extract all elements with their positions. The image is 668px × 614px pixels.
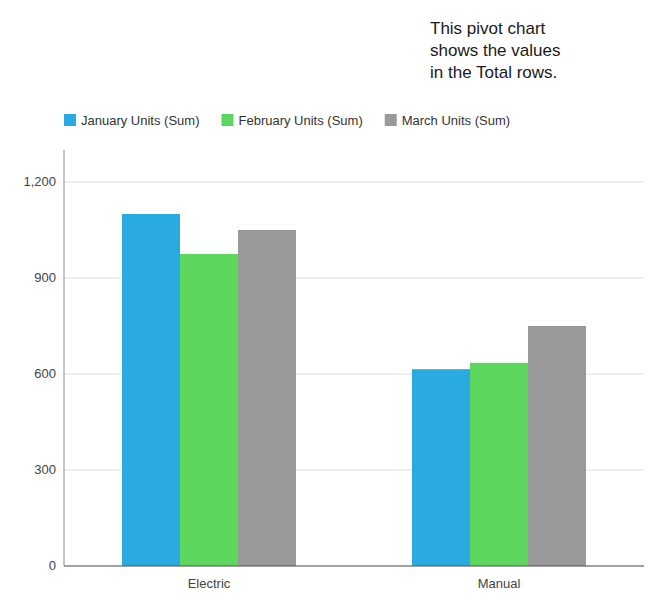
- legend-swatch: [385, 114, 397, 126]
- chart-container: 0 300 600 900 1,200 Electric Manual This pivot …: [0, 0, 668, 614]
- legend-label: February Units (Sum): [238, 113, 362, 128]
- bar: [528, 326, 586, 566]
- grid-line: [64, 566, 644, 567]
- bar: [412, 369, 470, 566]
- y-tick-label: 900: [34, 270, 56, 285]
- y-tick-label: 600: [34, 366, 56, 381]
- legend-label: March Units (Sum): [402, 113, 510, 128]
- bar: [470, 363, 528, 566]
- legend-label: January Units (Sum): [81, 113, 199, 128]
- bar: [180, 254, 238, 566]
- x-axis: Electric Manual: [64, 566, 644, 591]
- legend-item: January Units (Sum): [64, 113, 199, 128]
- x-tick-label: Manual: [478, 576, 521, 591]
- y-axis: 0 300 600 900 1,200: [23, 174, 644, 573]
- y-tick-label: 300: [34, 462, 56, 477]
- x-axis-line: [64, 566, 644, 567]
- bar: [238, 230, 296, 566]
- y-axis-line: [64, 150, 65, 566]
- chart: 0 300 600 900 1,200 Electric Manual This pivot …: [0, 0, 668, 614]
- y-tick-label: 1,200: [23, 174, 56, 189]
- bars: [122, 214, 586, 566]
- legend-item: March Units (Sum): [385, 113, 510, 128]
- legend-swatch: [64, 114, 76, 126]
- annotation: This pivot chartshows the valuesin the T…: [430, 19, 560, 82]
- bar: [122, 214, 180, 566]
- legend-swatch: [221, 114, 233, 126]
- legend: January Units (Sum) February Units (Sum) M…: [64, 113, 510, 128]
- legend-item: February Units (Sum): [221, 113, 362, 128]
- grid-line: [64, 182, 644, 183]
- page: {"chart_data": {"type": "bar", "annotati…: [0, 0, 668, 614]
- y-tick-label: 0: [49, 558, 56, 573]
- x-tick-label: Electric: [188, 576, 231, 591]
